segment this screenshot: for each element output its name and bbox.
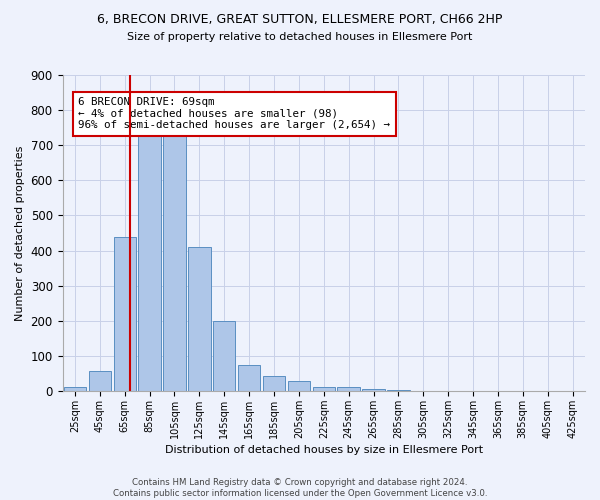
Bar: [238, 364, 260, 391]
Text: 6 BRECON DRIVE: 69sqm
← 4% of detached houses are smaller (98)
96% of semi-detac: 6 BRECON DRIVE: 69sqm ← 4% of detached h…: [78, 97, 390, 130]
Bar: [337, 388, 360, 391]
Bar: [163, 128, 185, 391]
Bar: [188, 247, 211, 391]
Text: Size of property relative to detached houses in Ellesmere Port: Size of property relative to detached ho…: [127, 32, 473, 42]
Text: 6, BRECON DRIVE, GREAT SUTTON, ELLESMERE PORT, CH66 2HP: 6, BRECON DRIVE, GREAT SUTTON, ELLESMERE…: [97, 12, 503, 26]
Bar: [64, 388, 86, 391]
Y-axis label: Number of detached properties: Number of detached properties: [15, 146, 25, 320]
Bar: [139, 128, 161, 391]
Bar: [113, 237, 136, 391]
Text: Contains HM Land Registry data © Crown copyright and database right 2024.
Contai: Contains HM Land Registry data © Crown c…: [113, 478, 487, 498]
Bar: [89, 370, 111, 391]
Bar: [387, 390, 410, 391]
Bar: [263, 376, 285, 391]
X-axis label: Distribution of detached houses by size in Ellesmere Port: Distribution of detached houses by size …: [165, 445, 483, 455]
Bar: [287, 382, 310, 391]
Bar: [313, 386, 335, 391]
Bar: [362, 389, 385, 391]
Bar: [213, 322, 235, 391]
